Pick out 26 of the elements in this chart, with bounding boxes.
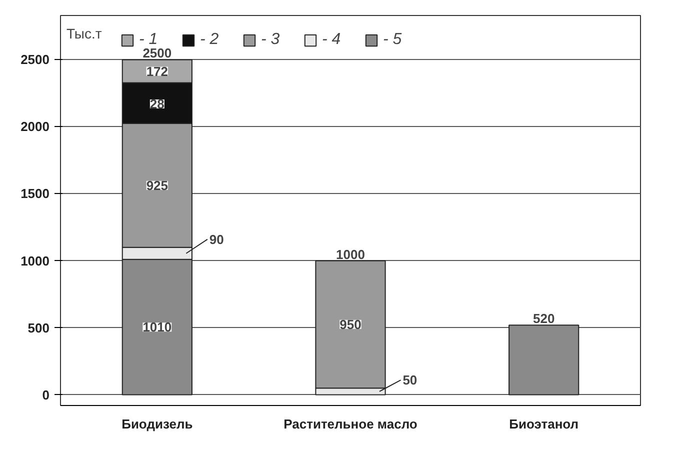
y-tick-label: 2500 — [20, 52, 50, 68]
y-tick-label: 1500 — [20, 186, 50, 202]
legend-label: - 1 — [139, 31, 159, 48]
data-label: 50 — [402, 372, 418, 388]
legend-label: - 5 — [383, 31, 403, 49]
data-label: 1010 — [142, 320, 172, 335]
total-label: 1000 — [336, 246, 365, 262]
data-label: 950 — [340, 316, 362, 332]
data-label: 90 — [209, 232, 224, 247]
x-tick-label: Растительное масло — [284, 416, 418, 432]
annotation: 28 — [150, 96, 164, 112]
y-tick-label: 2000 — [20, 119, 50, 134]
x-tick-label: Биоэтанол — [509, 416, 579, 432]
data-label: 172 — [146, 64, 168, 79]
bar — [508, 324, 580, 396]
total-label: 2500 — [142, 46, 172, 61]
y-axis-title: Тыс.т — [66, 26, 102, 42]
y-tick-label: 1000 — [20, 253, 50, 268]
y-tick-label: 500 — [28, 320, 50, 336]
y-tick-label: 0 — [42, 387, 50, 402]
total-label: 520 — [532, 311, 555, 326]
data-label: 925 — [146, 178, 168, 193]
legend-label: - 4 — [322, 31, 342, 49]
legend-label: - 3 — [261, 31, 281, 49]
legend-label: - 2 — [200, 31, 220, 49]
x-tick-label: Биодизель — [122, 416, 193, 432]
